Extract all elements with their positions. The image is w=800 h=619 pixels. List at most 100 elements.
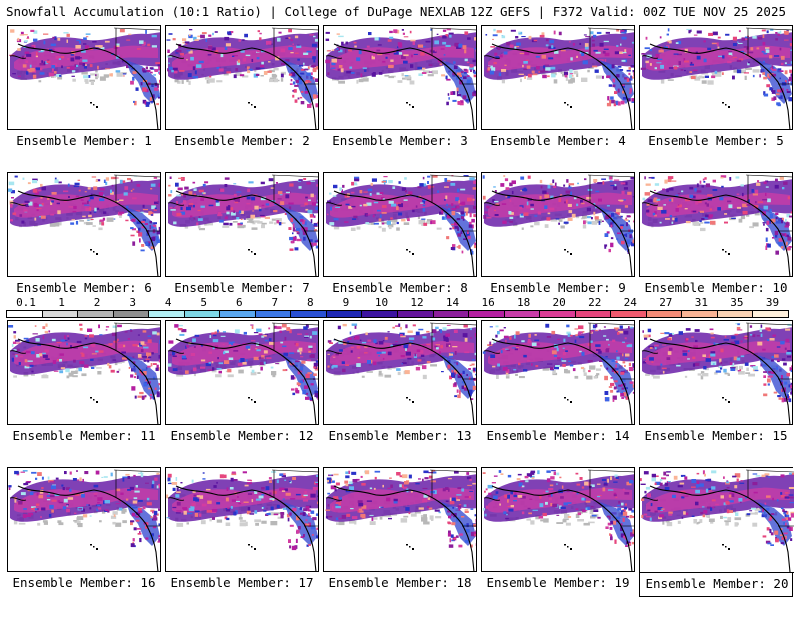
colorbar-tick-label: 4	[165, 296, 172, 309]
ensemble-member-label: Ensemble Member: 16	[3, 575, 165, 590]
colorbar-swatch	[539, 310, 576, 318]
snowfall-map	[323, 25, 477, 130]
colorbar-tick-label: 2	[94, 296, 101, 309]
colorbar-tick-label: 18	[517, 296, 530, 309]
colorbar-tick-label: 27	[659, 296, 672, 309]
ensemble-member-label: Ensemble Member: 2	[161, 133, 323, 148]
ensemble-member-label: Ensemble Member: 7	[161, 280, 323, 295]
snowfall-map	[481, 467, 635, 572]
colorbar-swatch	[717, 310, 754, 318]
ensemble-member-label: Ensemble Member: 3	[319, 133, 481, 148]
colorbar-tick-label: 16	[481, 296, 494, 309]
snowfall-map	[639, 25, 793, 130]
ensemble-member-panel[interactable]: Ensemble Member: 18	[323, 467, 477, 619]
chart-title: Snowfall Accumulation (10:1 Ratio) | Col…	[6, 4, 465, 19]
snowfall-map	[481, 25, 635, 130]
colorbar-tick-label: 8	[307, 296, 314, 309]
ensemble-member-label: Ensemble Member: 9	[477, 280, 639, 295]
ensemble-member-panel[interactable]: Ensemble Member: 5	[639, 25, 793, 177]
ensemble-member-label: Ensemble Member: 4	[477, 133, 639, 148]
colorbar-swatch	[6, 310, 43, 318]
ensemble-member-panel[interactable]: Ensemble Member: 4	[481, 25, 635, 177]
colorbar-swatch	[681, 310, 718, 318]
ensemble-member-panel[interactable]: Ensemble Member: 16	[7, 467, 161, 619]
snowfall-map	[165, 172, 319, 277]
colorbar-swatch	[219, 310, 256, 318]
colorbar-swatch	[610, 310, 647, 318]
snowfall-map	[165, 320, 319, 425]
colorbar-swatch	[361, 310, 398, 318]
ensemble-member-label: Ensemble Member: 19	[477, 575, 639, 590]
ensemble-member-panel[interactable]: Ensemble Member: 11	[7, 320, 161, 472]
colorbar-swatch	[255, 310, 292, 318]
colorbar-swatch	[184, 310, 221, 318]
colorbar-tick-label: 14	[446, 296, 459, 309]
colorbar-tick-label: 39	[766, 296, 779, 309]
colorbar-tick-label: 35	[730, 296, 743, 309]
colorbar-tick-label: 10	[375, 296, 388, 309]
colorbar-swatch	[468, 310, 505, 318]
snowfall-map	[323, 172, 477, 277]
ensemble-member-panel[interactable]: Ensemble Member: 17	[165, 467, 319, 619]
colorbar-tick-label: 6	[236, 296, 243, 309]
ensemble-member-panel[interactable]: Ensemble Member: 2	[165, 25, 319, 177]
ensemble-member-panel[interactable]: Ensemble Member: 20	[639, 467, 793, 597]
ensemble-member-panel[interactable]: Ensemble Member: 14	[481, 320, 635, 472]
colorbar-swatch	[575, 310, 612, 318]
colorbar-swatch	[77, 310, 114, 318]
snowfall-map	[7, 25, 161, 130]
ensemble-member-label: Ensemble Member: 17	[161, 575, 323, 590]
snowfall-map	[7, 320, 161, 425]
colorbar-swatch	[397, 310, 434, 318]
colorbar-swatch	[148, 310, 185, 318]
colorbar-tick-label: 20	[553, 296, 566, 309]
snowfall-map	[165, 25, 319, 130]
colorbar-swatch	[290, 310, 327, 318]
ensemble-member-label: Ensemble Member: 14	[477, 428, 639, 443]
ensemble-member-label: Ensemble Member: 15	[635, 428, 797, 443]
ensemble-member-label: Ensemble Member: 8	[319, 280, 481, 295]
ensemble-member-label: Ensemble Member: 1	[3, 133, 165, 148]
ensemble-member-panel[interactable]: Ensemble Member: 3	[323, 25, 477, 177]
ensemble-member-label: Ensemble Member: 20	[636, 576, 798, 591]
colorbar-swatch	[326, 310, 363, 318]
colorbar-swatch	[646, 310, 683, 318]
ensemble-member-label: Ensemble Member: 18	[319, 575, 481, 590]
snowfall-map	[481, 320, 635, 425]
ensemble-member-panel[interactable]: Ensemble Member: 12	[165, 320, 319, 472]
ensemble-member-label: Ensemble Member: 11	[3, 428, 165, 443]
colorbar-tick-label: 3	[129, 296, 136, 309]
ensemble-member-label: Ensemble Member: 13	[319, 428, 481, 443]
snowfall-map	[481, 172, 635, 277]
colorbar-tick-label: 1	[58, 296, 65, 309]
snowfall-map	[639, 172, 793, 277]
colorbar-swatch	[504, 310, 541, 318]
snowfall-map	[7, 467, 161, 572]
snowfall-map	[165, 467, 319, 572]
colorbar-tick-label: 7	[272, 296, 279, 309]
ensemble-member-panel[interactable]: Ensemble Member: 19	[481, 467, 635, 619]
colorbar-tick-label: 0.1	[16, 296, 36, 309]
ensemble-member-panel[interactable]: Ensemble Member: 1	[7, 25, 161, 177]
snowfall-map	[639, 320, 793, 425]
snowfall-map	[7, 172, 161, 277]
colorbar-tick-label: 5	[200, 296, 207, 309]
colorbar-tick-label: 9	[343, 296, 350, 309]
ensemble-member-label: Ensemble Member: 10	[635, 280, 797, 295]
ensemble-member-panel[interactable]: Ensemble Member: 13	[323, 320, 477, 472]
colorbar-swatch	[433, 310, 470, 318]
colorbar-tick-label: 31	[695, 296, 708, 309]
ensemble-member-panel[interactable]: Ensemble Member: 15	[639, 320, 793, 472]
colorbar-swatch	[752, 310, 789, 318]
snowfall-map	[640, 468, 794, 573]
ensemble-member-label: Ensemble Member: 5	[635, 133, 797, 148]
colorbar-tick-label: 22	[588, 296, 601, 309]
snowfall-map	[323, 467, 477, 572]
colorbar-swatch	[42, 310, 79, 318]
colorbar-tick-label: 12	[410, 296, 423, 309]
ensemble-member-label: Ensemble Member: 12	[161, 428, 323, 443]
colorbar-swatch	[113, 310, 150, 318]
colorbar-tick-label: 24	[624, 296, 637, 309]
ensemble-member-label: Ensemble Member: 6	[3, 280, 165, 295]
